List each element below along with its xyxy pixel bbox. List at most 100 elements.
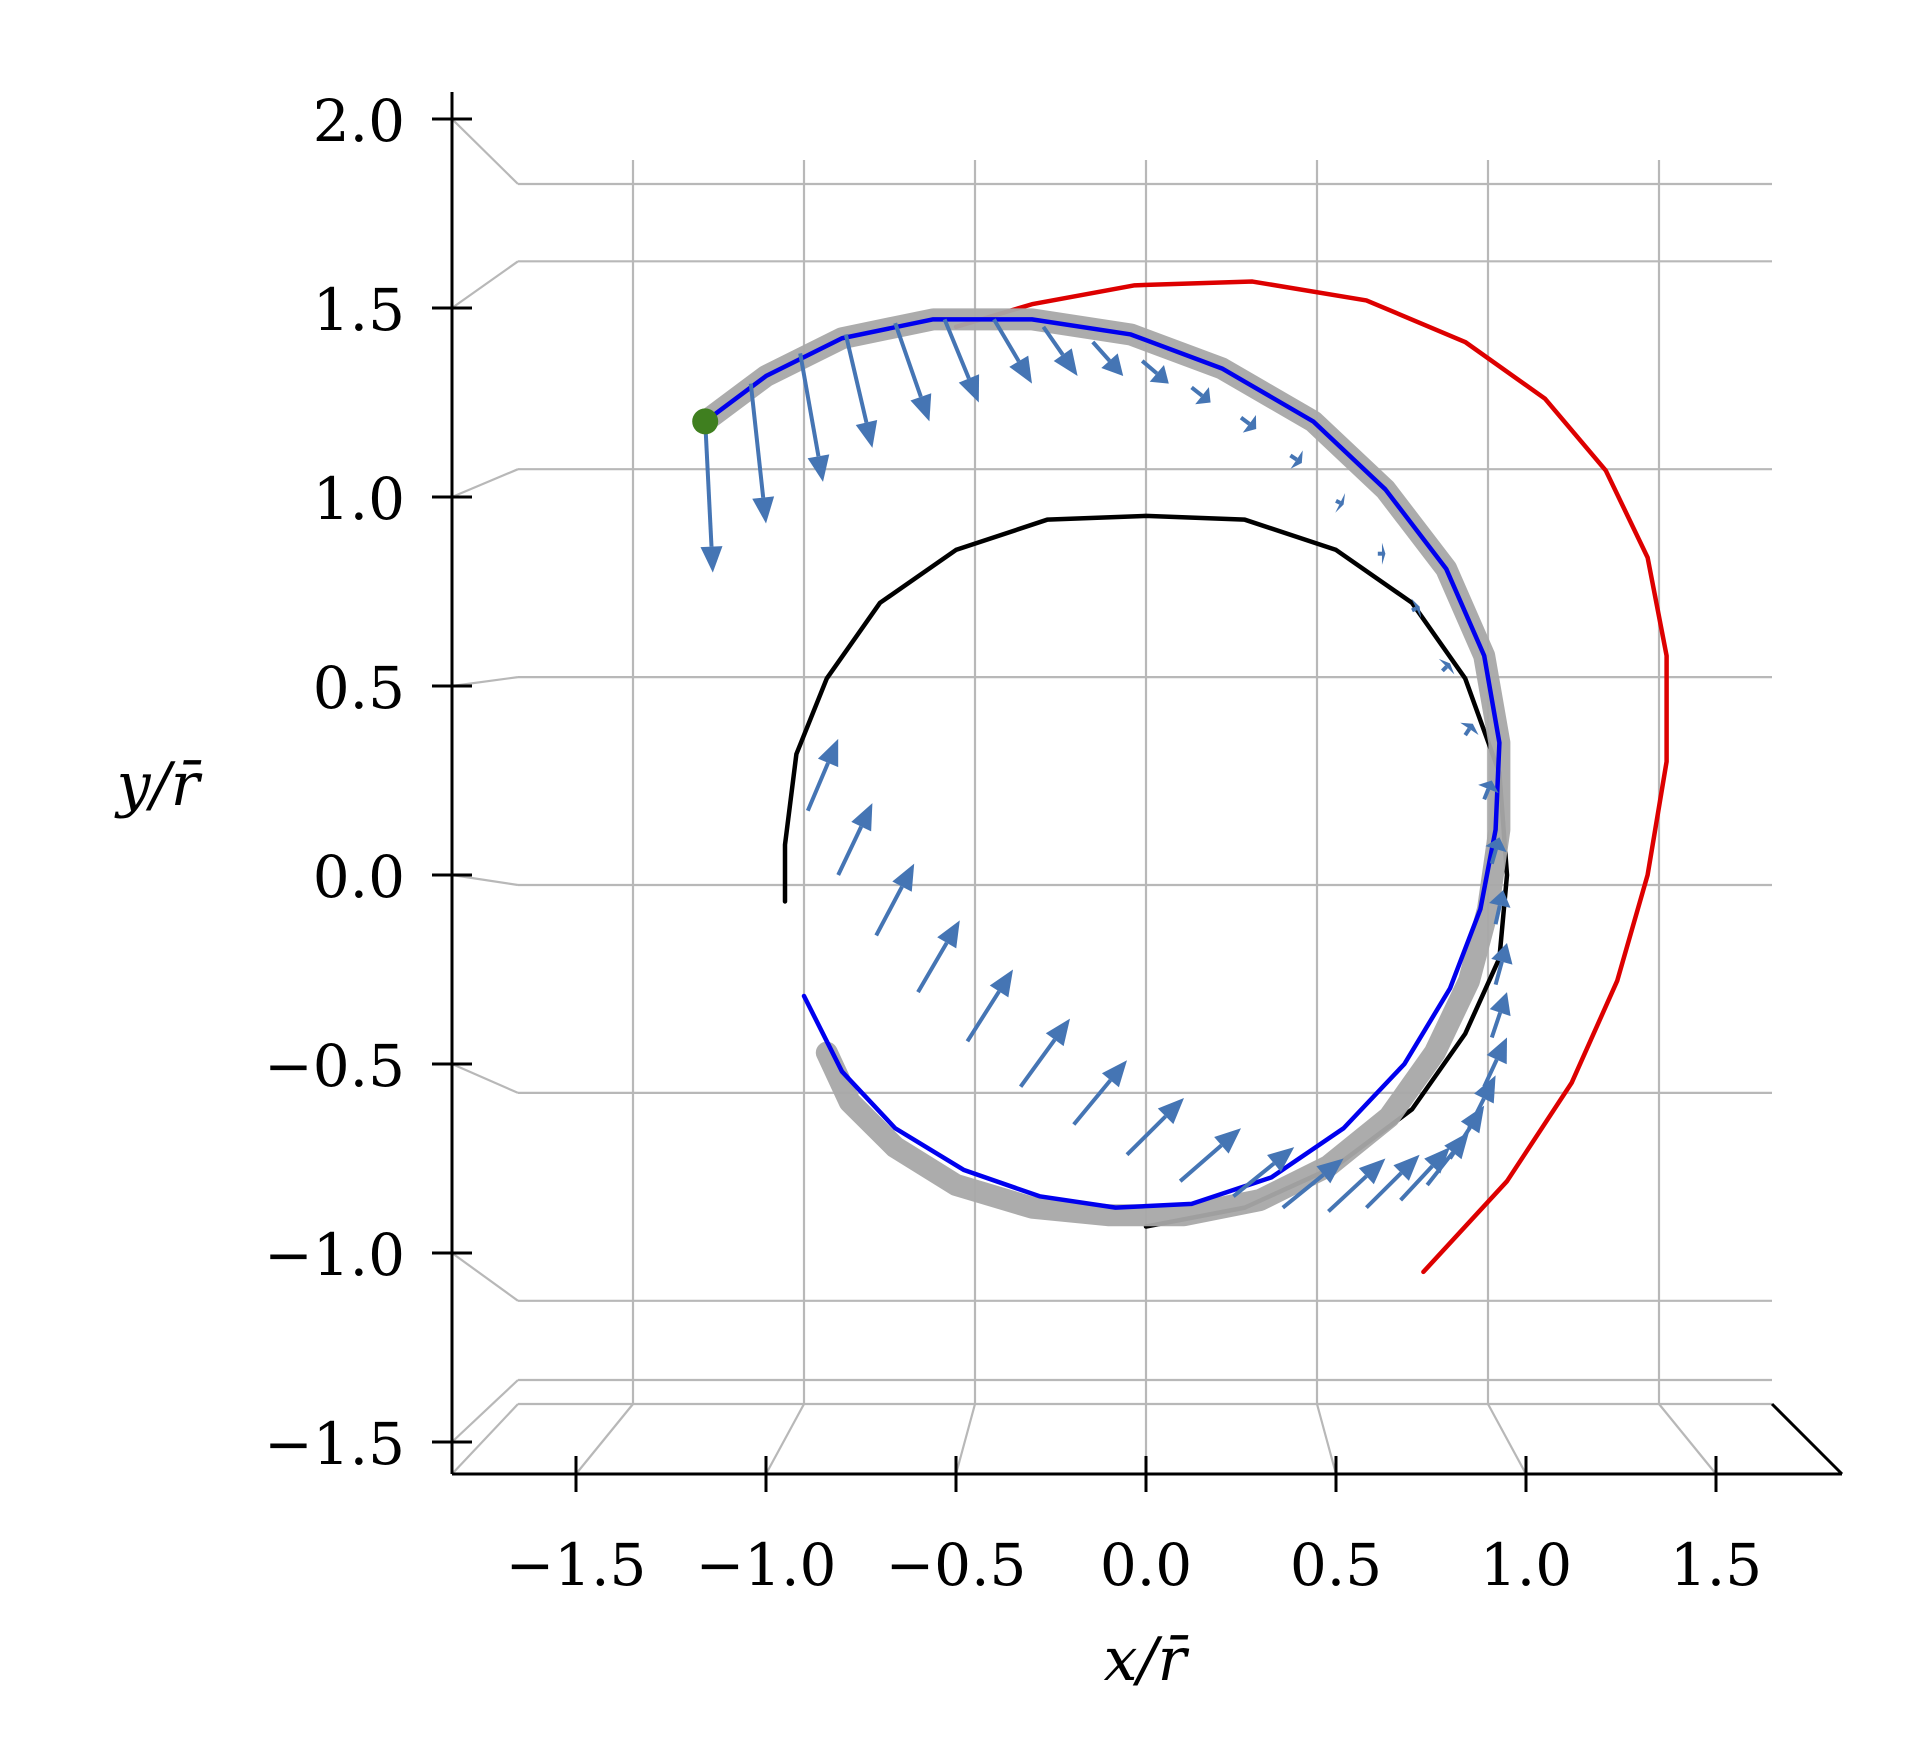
quiver-arrow-shaft xyxy=(1493,904,1502,925)
quiver-arrow-head xyxy=(1101,353,1124,377)
grid-floor-x xyxy=(575,1403,634,1475)
quiver-arrow-shaft xyxy=(965,990,1001,1043)
quiver-arrow-head xyxy=(1290,450,1303,469)
quiver-arrow-shaft xyxy=(1364,1171,1403,1210)
grid-diag-y xyxy=(451,1062,519,1094)
quiver-arrow xyxy=(1489,992,1511,1039)
quiver-arrow xyxy=(1411,598,1422,619)
x-tick-label: −1.0 xyxy=(696,1531,837,1599)
quiver-arrow-shaft xyxy=(1482,1058,1499,1088)
quiver-arrow-shaft xyxy=(1041,325,1065,356)
quiver-arrow-shaft xyxy=(874,885,904,937)
quiver-arrow-head xyxy=(958,374,980,403)
quiver-arrow xyxy=(1327,1158,1386,1213)
quiver-arrow-head xyxy=(1335,493,1346,513)
x-tick-label: 0.0 xyxy=(1100,1531,1192,1599)
quiver-arrow xyxy=(1489,890,1511,925)
quiver-arrow-head xyxy=(989,969,1013,998)
quiver-arrow xyxy=(965,969,1013,1043)
quiver-arrow-head xyxy=(1460,1105,1485,1134)
quiver-arrow-head xyxy=(1053,348,1078,377)
grid-diag-y xyxy=(451,1379,519,1443)
series-layer xyxy=(694,279,1669,1275)
quiver-arrow xyxy=(893,322,932,422)
y-tick-label: −0.5 xyxy=(264,1032,405,1100)
quiver-arrow xyxy=(1091,340,1124,377)
quiver-arrow-shaft xyxy=(703,421,714,547)
quiver-arrow-shaft xyxy=(1018,1038,1057,1088)
quiver-arrow-head xyxy=(1214,1128,1241,1154)
quiver-arrow xyxy=(1281,1158,1344,1210)
quiver-arrow xyxy=(748,383,775,524)
quiver-arrow xyxy=(874,863,915,937)
quiver-arrow xyxy=(1018,1018,1070,1088)
x-axis-depth-edge xyxy=(1770,1402,1844,1476)
quiver-arrow-shaft xyxy=(1178,1143,1223,1183)
quiver-arrow-head xyxy=(855,420,878,448)
start-marker xyxy=(692,408,719,435)
quiver-arrow-shaft xyxy=(1327,1174,1368,1213)
quiver-arrow-head xyxy=(1460,722,1479,736)
ticks: −1.5 −1.0 −0.5 0.0 0.5 1.0 1.5 −1.5 −1.0 −0.5 0.0 0… xyxy=(264,87,1762,1599)
quiver-arrow xyxy=(1239,415,1257,433)
grid-diag-y xyxy=(451,873,519,887)
quiver-arrow-shaft xyxy=(1463,727,1472,737)
quiver-arrow-shaft xyxy=(1411,606,1418,613)
x-tick-label: 1.0 xyxy=(1480,1531,1572,1599)
quiver-arrow-shaft xyxy=(843,334,869,424)
x-axis-label: x/r̄ xyxy=(1104,1625,1190,1695)
quiver-arrow-head xyxy=(1045,1018,1070,1047)
quiver-arrow xyxy=(1041,325,1078,377)
quiver-arrow-head xyxy=(1444,1132,1469,1160)
y-tick-label: 1.0 xyxy=(313,465,405,533)
quiver-arrow-shaft xyxy=(942,318,971,380)
quiver-arrow xyxy=(1377,542,1386,565)
quiver-arrow xyxy=(1460,722,1479,737)
quiver-arrow-head xyxy=(1424,1147,1450,1174)
quiver-arrow-head xyxy=(1101,1060,1127,1088)
quiver-arrow xyxy=(1190,385,1211,405)
quiver-arrow xyxy=(1140,359,1169,384)
quiver-arrow-head xyxy=(1489,890,1511,908)
quiver-arrow xyxy=(1482,1037,1507,1088)
quiver-arrow-head xyxy=(1267,1147,1295,1173)
quiver-arrow xyxy=(1364,1154,1420,1210)
quiver-arrow xyxy=(1485,837,1507,865)
quiver-arrow xyxy=(843,334,878,448)
quiver-arrow xyxy=(1125,1098,1184,1157)
quiver-arrow-shaft xyxy=(1072,1078,1112,1126)
quiver-arrow-shaft xyxy=(1289,453,1298,462)
series-black xyxy=(782,513,1510,1229)
quiver-arrow xyxy=(1072,1060,1127,1126)
y-tick-label: −1.0 xyxy=(264,1221,405,1289)
x-tick-label: −0.5 xyxy=(886,1531,1027,1599)
quiver-arrow xyxy=(1478,780,1499,801)
quiver-arrow xyxy=(1178,1128,1241,1183)
quiver-arrow-shaft xyxy=(805,762,830,812)
y-tick-label: −1.5 xyxy=(264,1410,405,1478)
y-tick-label: 0.0 xyxy=(313,843,405,911)
x-tick-label: 0.5 xyxy=(1290,1531,1382,1599)
quiver-arrow-shaft xyxy=(1140,359,1159,375)
quiver-arrow xyxy=(1335,493,1346,513)
series-blue xyxy=(702,317,1502,1210)
quiver-arrow-head xyxy=(1009,355,1032,384)
grid-floor-left xyxy=(451,1403,519,1475)
grid-diag-y xyxy=(451,118,519,185)
quiver-arrow xyxy=(1491,943,1513,986)
quiver-arrow xyxy=(805,738,839,812)
y-tick-label: 1.5 xyxy=(313,276,405,344)
grid-diag-y xyxy=(451,1252,519,1302)
quiver-arrow-shaft xyxy=(798,353,821,457)
quiver-arrow-head xyxy=(1491,943,1513,965)
grid-floor-x xyxy=(765,1403,805,1475)
quiver-arrow-shaft xyxy=(1489,848,1498,865)
grid-floor-x xyxy=(1487,1403,1527,1475)
quiver-arrow-head xyxy=(1411,598,1422,619)
quiver-arrow-head xyxy=(892,863,915,892)
quiver-arrow-shaft xyxy=(1335,498,1342,505)
y-tick-label: 2.0 xyxy=(313,87,405,155)
grid-floor-x xyxy=(1315,1403,1338,1475)
quiver-arrow-head xyxy=(1438,658,1455,675)
